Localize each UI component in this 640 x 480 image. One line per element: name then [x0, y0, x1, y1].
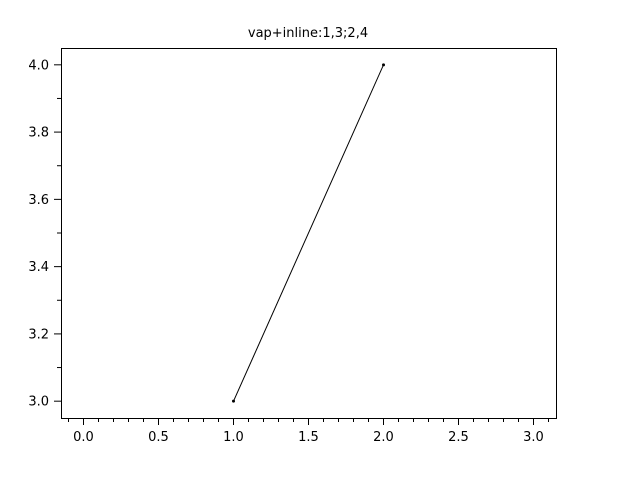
x-axis-tick-label: 2.5: [448, 430, 469, 445]
x-axis-tick-label: 1.5: [298, 430, 319, 445]
plot-frame: [61, 48, 557, 419]
x-axis-tick-label: 3.0: [523, 430, 544, 445]
data-point-marker: [382, 63, 385, 67]
x-axis-tick-label: 0.0: [73, 430, 94, 445]
y-axis-tick-label: 3.0: [28, 395, 49, 410]
x-axis-tick-label: 0.5: [148, 430, 169, 445]
x-axis-tick-label: 1.0: [223, 430, 244, 445]
y-axis-tick-label: 3.2: [28, 327, 49, 342]
x-axis-tick-label: 2.0: [373, 430, 394, 445]
y-axis-tick-label: 3.4: [28, 260, 49, 275]
y-axis-tick-label: 3.6: [28, 193, 49, 208]
data-line: [233, 64, 384, 402]
plot-title: vap+inline:1,3;2,4: [248, 26, 368, 41]
data-point-marker: [232, 399, 235, 403]
y-axis-tick-label: 3.8: [28, 126, 49, 141]
y-axis-tick-label: 4.0: [28, 58, 49, 73]
